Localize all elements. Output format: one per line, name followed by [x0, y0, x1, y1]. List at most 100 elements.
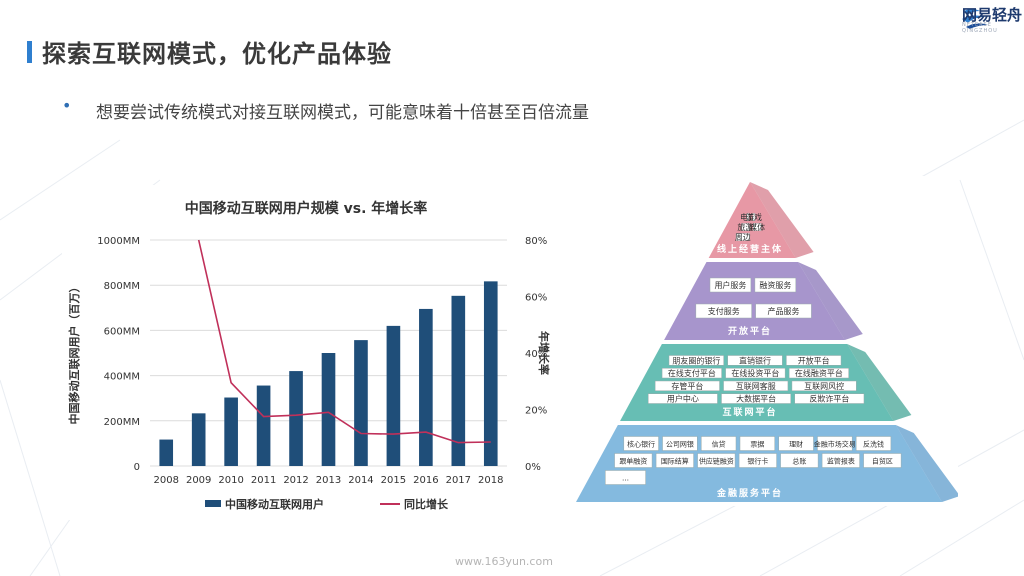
y-tick-label: 800MM	[104, 281, 140, 292]
pyramid-layer-title: 线上经营主体	[717, 243, 783, 255]
pyramid-panel: 线上经营主体 电商 游戏 旅游 媒体 周边开放平台 用户服务 融资服务支付服务 产品服务互联网平…	[570, 176, 960, 506]
pyramid-band-side	[847, 344, 912, 421]
pyramid-item-label: 产品服务	[768, 306, 800, 316]
pyramid-item-label: 周边	[735, 232, 751, 242]
x-tick-label: 2016	[413, 475, 438, 486]
pyramid-item-box	[855, 436, 892, 451]
bar	[419, 308, 433, 466]
bar	[451, 295, 466, 466]
pyramid-item-label: 在线支付平台	[668, 368, 716, 378]
bullet-text: 想要尝试传统模式对接互联网模式，可能意味着十倍甚至百倍流量	[96, 103, 589, 123]
legend-label-line: 同比增长	[404, 497, 449, 511]
pyramid-band	[664, 262, 845, 340]
pyramid-item-label: 国际结算	[661, 457, 689, 466]
bar	[321, 353, 336, 466]
y2-axis-label: 年增长率	[537, 331, 550, 375]
pyramid-item-box	[605, 470, 646, 485]
y-tick-label: 200MM	[104, 417, 140, 428]
x-tick-label: 2018	[478, 475, 503, 486]
pyramid-item-label: 监管报表	[827, 457, 855, 466]
pyramid-item-label: 反洗钱	[863, 440, 884, 449]
pyramid-item-box	[739, 436, 775, 451]
y2-tick-label: 20%	[525, 406, 547, 417]
bar	[224, 397, 238, 466]
x-tick-label: 2009	[186, 475, 211, 486]
pyramid-item-label: 媒体	[749, 222, 765, 232]
pyramid-item-box	[788, 368, 849, 379]
x-tick-label: 2015	[381, 475, 406, 486]
legend-label-bar: 中国移动互联网用户	[225, 497, 324, 511]
x-tick-label: 2012	[283, 475, 308, 486]
pyramid-item-label: 互联网客服	[736, 381, 776, 391]
x-tick-label: 2017	[446, 475, 471, 486]
pyramid-item-box	[654, 380, 720, 391]
pyramid-item-box	[735, 233, 750, 241]
pyramid-item-label: 旅游	[737, 222, 753, 232]
chart-title: 中国移动互联网用户规模 vs. 年增长率	[185, 200, 428, 217]
pyramid-item-label: 支付服务	[708, 306, 740, 316]
bar	[159, 439, 174, 466]
pyramid-item-label: 金融市场交易	[814, 440, 856, 449]
logo-text: 网易轻舟	[962, 6, 1023, 24]
pyramid-item-label: 总账	[792, 457, 806, 466]
title-accent-bar	[27, 41, 32, 63]
pyramid-item-label: 用户中心	[667, 394, 699, 404]
y-tick-label: 400MM	[104, 372, 140, 383]
pyramid-item-label: 用户服务	[714, 280, 746, 290]
pyramid-item-box	[709, 277, 752, 293]
y2-tick-label: 0%	[525, 462, 541, 473]
pyramid-item-box	[614, 453, 653, 468]
y2-tick-label: 60%	[525, 293, 547, 304]
bar	[289, 371, 303, 466]
pyramid-item-box	[655, 453, 694, 468]
pyramid-item-box	[778, 436, 814, 451]
y-axis-label: 中国移动互联网用户（百万）	[67, 282, 81, 425]
bar	[354, 340, 368, 466]
bar	[483, 281, 498, 466]
y2-tick-label: 40%	[525, 349, 547, 360]
pyramid-item-label: 公司网银	[666, 440, 694, 449]
pyramid-item-box	[695, 303, 752, 319]
pyramid-item-box	[661, 368, 722, 379]
user-growth-chart: 中国移动互联网用户规模 vs. 年增长率 0 200MM 400MM 600MM 800M…	[67, 200, 551, 511]
pyramid-item-label: 融资服务	[759, 280, 791, 290]
pyramid-item-label: 互联网风控	[804, 381, 844, 391]
y-tick-label: 1000MM	[97, 236, 140, 247]
pyramid-item-label: 开放平台	[798, 355, 830, 365]
pyramid-item-label: 朋友圈的银行	[672, 355, 720, 365]
pyramid-item-box	[786, 355, 842, 366]
pyramid-item-label: 游戏	[746, 212, 762, 222]
pyramid-item-box	[647, 393, 718, 404]
pyramid-item-label: 信贷	[712, 440, 726, 449]
pyramid-item-box	[701, 436, 737, 451]
pyramid-item-box	[754, 277, 797, 293]
pyramid-item-label: 自贸区	[872, 457, 893, 466]
pyramid-band-side	[895, 425, 960, 502]
pyramid-item-box	[623, 436, 659, 451]
pyramid-band-side	[750, 182, 814, 258]
pyramid-item-label: 理财	[789, 440, 803, 449]
pyramid-item-label: 直销银行	[739, 355, 771, 365]
pyramid-item-box	[725, 368, 786, 379]
pyramid-item-box	[752, 213, 756, 221]
pyramid-item-box	[821, 453, 860, 468]
bullet-marker: •	[62, 96, 72, 115]
pyramid-layer-title: 开放平台	[728, 325, 772, 337]
pyramid-item-label: 银行卡	[747, 457, 768, 466]
pyramid-item-box	[721, 393, 791, 404]
pyramid-band	[708, 182, 796, 258]
pyramid-item-label: 在线融资平台	[795, 368, 843, 378]
pyramid-item-box	[755, 303, 812, 319]
chart-panel: 中国移动互联网用户规模 vs. 年增长率 0 200MM 400MM 600MM 800M…	[62, 185, 551, 520]
pyramid-item-label: …	[622, 475, 629, 483]
pyramid-item-label: 票据	[750, 440, 764, 449]
bar	[191, 413, 206, 466]
growth-line	[197, 239, 491, 444]
pyramid-item-box	[738, 453, 777, 468]
pyramid-layer-title: 互联网平台	[722, 406, 777, 418]
